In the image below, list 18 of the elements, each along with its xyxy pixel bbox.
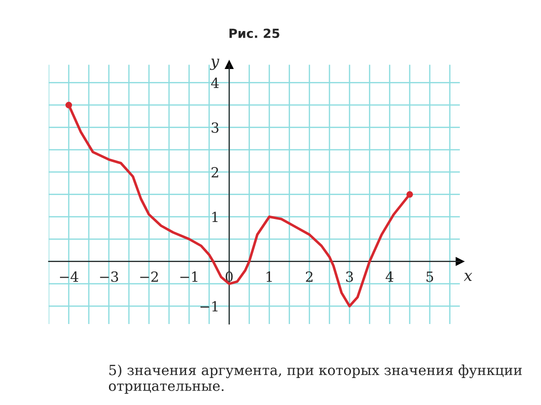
x-tick-label: −3 [100, 271, 118, 282]
x-axis-title: x [464, 272, 472, 281]
chart-title: Рис. 25 [230, 28, 280, 38]
x-tick-label: 4 [386, 271, 394, 282]
y-tick-label: 4 [211, 78, 219, 88]
y-axis-title: y [210, 58, 220, 70]
x-tick-label: 3 [346, 271, 353, 282]
x-tick-label: −2 [140, 271, 158, 282]
x-tick-label: 5 [426, 272, 434, 282]
x-tick-label: 2 [306, 271, 312, 282]
x-tick-label: −1 [180, 271, 198, 282]
x-tick-label: −4 [60, 271, 78, 282]
y-tick-label: −1 [200, 301, 218, 312]
x-tick-label: 1 [266, 271, 272, 282]
y-tick-label: 1 [212, 212, 218, 222]
y-tick-label: 3 [212, 122, 218, 133]
y-tick-label: 2 [212, 167, 218, 178]
text: 5) значения аргумента, при которых значения функции отрицательные. [108, 364, 522, 394]
